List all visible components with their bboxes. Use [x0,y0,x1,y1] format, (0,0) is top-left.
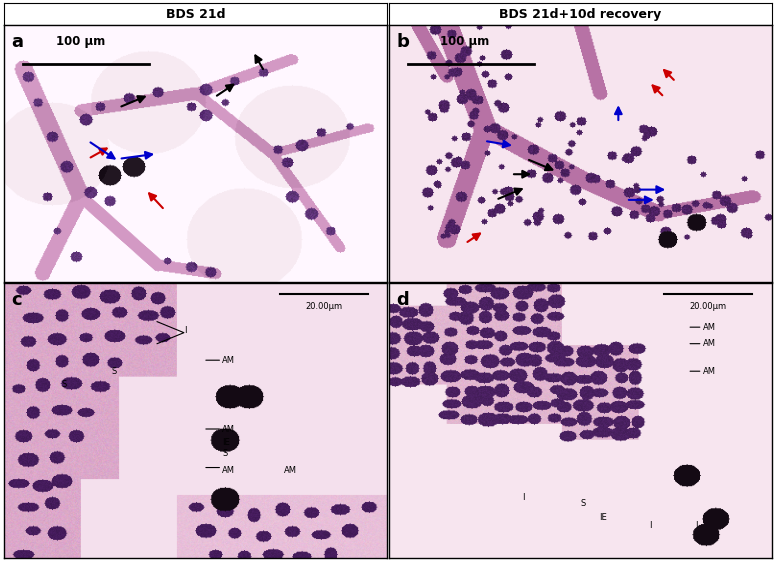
Text: IE: IE [599,513,607,522]
Text: c: c [12,292,23,310]
Text: S: S [111,367,117,376]
Text: 20.00μm: 20.00μm [305,302,343,311]
Text: d: d [396,292,409,310]
Text: AM: AM [702,367,716,376]
Text: I: I [523,494,525,503]
Text: I: I [695,521,698,530]
Text: AM: AM [284,466,297,475]
Text: I: I [184,325,186,334]
Text: S: S [580,499,585,508]
Text: BDS 21d: BDS 21d [166,7,225,21]
Text: AM: AM [222,425,235,434]
Text: 100 μm: 100 μm [56,36,105,49]
Text: IE: IE [222,438,230,447]
Text: BDS 21d+10d recovery: BDS 21d+10d recovery [499,7,661,21]
Text: 20.00μm: 20.00μm [690,302,727,311]
Text: AM: AM [702,339,716,348]
Text: 100 μm: 100 μm [441,36,490,49]
Text: S: S [61,381,67,390]
Text: S: S [222,450,228,459]
Text: b: b [396,33,409,51]
Text: AM: AM [222,356,235,365]
Text: AM: AM [222,466,235,475]
Text: a: a [12,33,23,51]
Text: AM: AM [702,323,716,332]
Text: I: I [649,521,651,530]
